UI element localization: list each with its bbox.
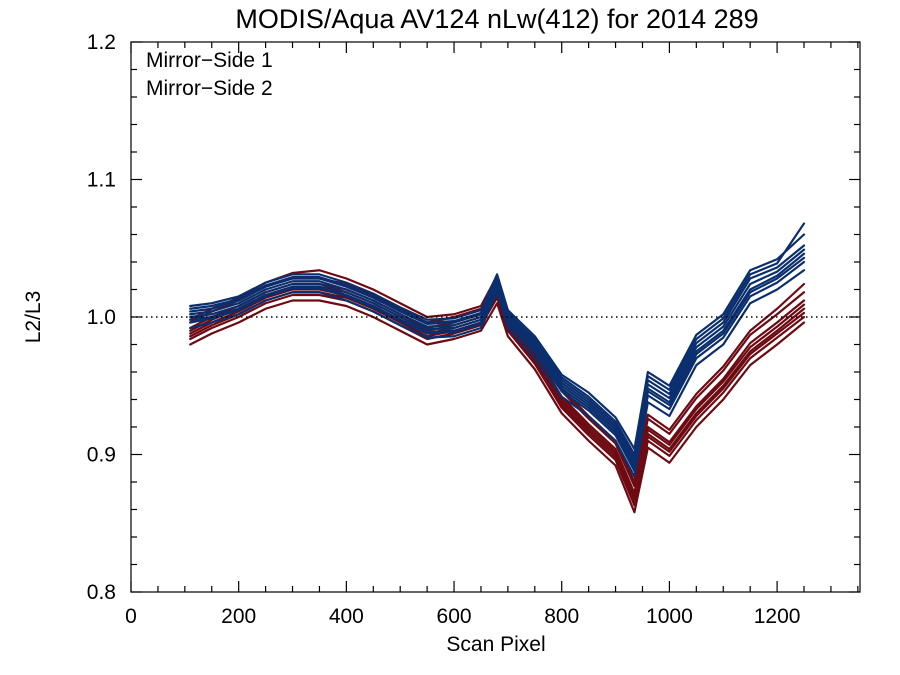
y-axis: 0.8 0.9 1.0 1.1 1.2 <box>87 31 860 604</box>
x-axis-label: Scan Pixel <box>446 633 545 656</box>
legend-entry-mirror-side-2: Mirror−Side 2 <box>146 77 273 100</box>
series-line-mirror-side-1 <box>189 256 806 470</box>
chart-title: MODIS/Aqua AV124 nLw(412) for 2014 289 <box>235 4 758 34</box>
series-group <box>189 222 806 514</box>
x-tick-label: 200 <box>221 605 256 628</box>
y-tick-label: 1.1 <box>87 169 116 192</box>
y-tick-label: 0.8 <box>87 581 116 604</box>
x-tick-label: 1000 <box>646 605 693 628</box>
series-line-mirror-side-2 <box>189 269 806 484</box>
series-line-mirror-side-1 <box>189 248 806 463</box>
y-axis-label: L2/L3 <box>22 291 45 344</box>
x-tick-label: 0 <box>125 605 137 628</box>
x-tick-label: 1200 <box>754 605 801 628</box>
x-axis: 0 200 400 600 800 1000 1200 <box>125 42 859 628</box>
series-line-mirror-side-1 <box>189 269 806 478</box>
y-tick-label: 1.2 <box>87 31 116 54</box>
legend-entry-mirror-side-1: Mirror−Side 1 <box>146 49 273 72</box>
x-tick-label: 800 <box>544 605 579 628</box>
x-tick-label: 400 <box>329 605 364 628</box>
series-line-mirror-side-2 <box>189 282 806 495</box>
series-line-mirror-side-2 <box>189 277 806 488</box>
legend: Mirror−Side 1 Mirror−Side 2 <box>146 49 273 100</box>
series-line-mirror-side-1 <box>189 222 806 456</box>
series-line-mirror-side-2 <box>189 299 806 514</box>
x-tick-label: 600 <box>437 605 472 628</box>
y-tick-label: 1.0 <box>87 306 116 329</box>
y-tick-label: 0.9 <box>87 444 116 467</box>
